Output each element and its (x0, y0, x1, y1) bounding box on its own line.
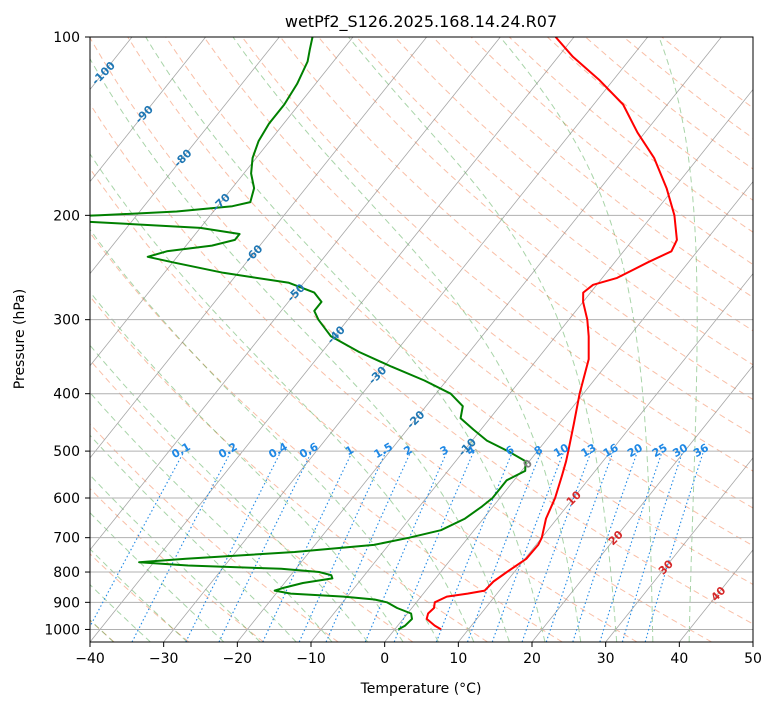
moist-adiabat (90, 474, 261, 642)
dry-adiabat (165, 37, 753, 547)
isotherm-line (531, 365, 753, 642)
x-tick-label: 30 (597, 651, 615, 667)
y-tick-label: 1000 (44, 622, 80, 638)
dry-adiabat (394, 37, 753, 332)
plot-frame (89, 36, 754, 643)
dry-adiabat (90, 231, 563, 642)
moist-adiabat (90, 583, 151, 642)
x-tick-label: 50 (744, 651, 762, 667)
mixing-ratio-line (491, 450, 565, 642)
x-axis-label: Temperature (°C) (360, 681, 482, 697)
temperature-profile-line (425, 37, 678, 631)
x-tick-label: −20 (223, 651, 253, 667)
x-tick-label: −40 (75, 651, 105, 667)
plot-background (90, 37, 753, 642)
mixing-ratio-line (644, 450, 705, 642)
mixing-ratio-line (621, 450, 684, 642)
dry-adiabat (127, 37, 753, 586)
dry-adiabat (90, 167, 638, 642)
moist-adiabat (90, 511, 225, 642)
y-tick-label: 500 (53, 444, 80, 460)
y-tick-label: 400 (53, 387, 80, 403)
chart-title: wetPf2_S126.2025.168.14.24.R07 (285, 12, 557, 32)
mixing-ratio-line (90, 450, 185, 628)
isotherm-line (90, 37, 206, 183)
x-tick-label: −30 (149, 651, 179, 667)
isotherm-line (0, 37, 58, 642)
mixing-ratio-line (599, 450, 663, 642)
dry-adiabat (90, 103, 712, 642)
dry-adiabat (356, 37, 753, 366)
dewpoint-profile-line (90, 37, 527, 631)
x-tick-label: −10 (296, 651, 326, 667)
moist-adiabat (90, 434, 297, 642)
dry-adiabat (90, 295, 488, 642)
isotherm-line (90, 37, 575, 642)
y-tick-label: 600 (53, 491, 80, 507)
isotherm-line (90, 37, 280, 275)
y-tick-label: 700 (53, 531, 80, 547)
moist-adiabat (90, 228, 439, 642)
dry-adiabat (90, 553, 190, 642)
moist-adiabat (499, 37, 654, 642)
y-tick-label: 200 (53, 208, 80, 224)
moist-adiabat (90, 344, 369, 642)
x-tick-label: 20 (523, 651, 541, 667)
y-tick-label: 100 (53, 30, 80, 46)
isotherm-line (90, 37, 354, 367)
mixing-ratio-line (364, 450, 448, 642)
mixing-ratio-line (185, 450, 282, 642)
moist-adiabat (232, 37, 582, 642)
moist-adiabat (90, 153, 475, 642)
mixing-ratio-line (572, 450, 639, 642)
y-axis-label: Pressure (hPa) (12, 289, 28, 389)
mixing-ratio-line (521, 450, 592, 642)
isotherm-line (752, 641, 753, 642)
mixing-ratio-line (435, 450, 514, 642)
x-tick-label: 40 (670, 651, 688, 667)
x-tick-label: 10 (449, 651, 467, 667)
isotherm-line (605, 457, 753, 642)
mixing-ratio-line (466, 450, 542, 642)
isotherm-line (384, 180, 753, 642)
y-tick-label: 300 (53, 313, 80, 329)
moist-adiabat (658, 37, 698, 642)
y-tick-label: 800 (53, 565, 80, 581)
y-tick-label: 900 (53, 595, 80, 611)
isotherm-line (163, 37, 648, 642)
moist-adiabat (145, 37, 546, 642)
mixing-ratio-line (393, 450, 475, 642)
dry-adiabat (90, 423, 339, 642)
dry-adiabat (318, 37, 753, 401)
moist-adiabat (90, 57, 510, 642)
x-tick-label: 0 (380, 651, 389, 667)
moist-adiabat (90, 548, 188, 642)
mixing-ratio-line (545, 450, 614, 642)
dry-adiabat (203, 37, 753, 509)
isotherm-line (90, 37, 427, 459)
mixing-ratio-line (325, 450, 412, 642)
isotherm-line (90, 37, 501, 551)
